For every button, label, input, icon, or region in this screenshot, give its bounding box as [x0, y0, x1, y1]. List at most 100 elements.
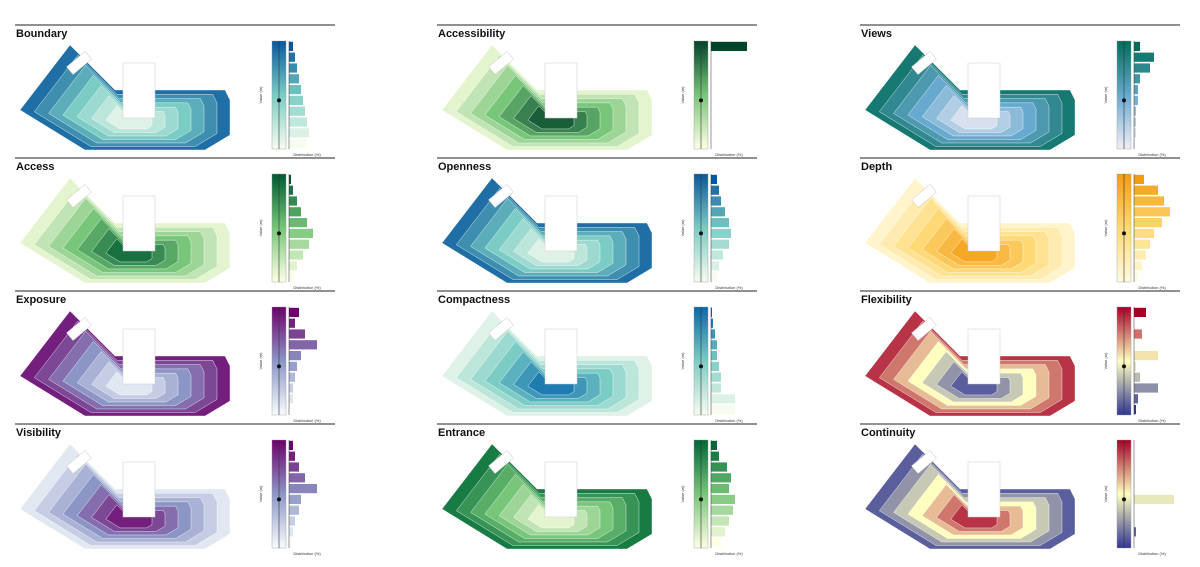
x-axis-label: Distribution (%) — [1138, 285, 1166, 290]
distribution-bar — [711, 351, 717, 361]
distribution-bar — [711, 484, 729, 494]
panel: Access Value (m) Distribution (%) — [15, 157, 335, 290]
panel: Boundary Value (m) Distribution (%) — [15, 24, 335, 157]
panel-title: Visibility — [16, 427, 62, 439]
distribution-bar — [289, 85, 301, 95]
entrance-block — [66, 317, 92, 341]
distribution-bar — [1134, 405, 1136, 415]
x-axis-label: Distribution (%) — [293, 285, 321, 290]
entrance-block — [66, 51, 92, 75]
y-axis-label: Value (m) — [680, 219, 685, 237]
distribution-bar — [711, 307, 712, 317]
mean-marker — [1122, 364, 1126, 369]
x-axis-label: Distribution (%) — [1138, 152, 1166, 157]
distribution-bar — [289, 329, 305, 339]
distribution-bar — [289, 527, 293, 537]
panel: Views Value (m) Distribution (%) — [860, 24, 1180, 157]
building — [544, 461, 578, 518]
entrance-block — [66, 184, 92, 208]
distribution-bar — [711, 41, 747, 51]
distribution-bar — [711, 505, 733, 515]
panel: Exposure Value (m) Distribution (%) — [15, 290, 335, 423]
distribution-bar — [289, 106, 305, 116]
y-axis-label: Value (m) — [258, 352, 263, 370]
entrance-block — [488, 51, 514, 75]
distribution-bar — [289, 516, 295, 526]
distribution-bar — [711, 473, 731, 483]
mean-marker — [1122, 497, 1126, 502]
distribution-bar — [1134, 307, 1146, 317]
distribution-bar — [1134, 85, 1138, 95]
distribution-bar — [289, 383, 293, 393]
x-axis-label: Distribution (%) — [293, 418, 321, 423]
distribution-bar — [1134, 261, 1142, 271]
distribution-bar — [289, 185, 293, 195]
panel: Openness Value (m) Distribution (%) — [437, 157, 757, 290]
panel: Continuity Value (m) Distribution (%) — [860, 423, 1180, 556]
distribution-bar — [711, 451, 719, 461]
distribution-bar — [289, 340, 317, 350]
distribution-bar — [1134, 41, 1140, 51]
y-axis-label: Value (m) — [258, 485, 263, 503]
panel: Flexibility Value (m) Distribution (%) — [860, 290, 1180, 423]
x-axis-label: Distribution (%) — [1138, 551, 1166, 556]
panel-title: Compactness — [438, 294, 510, 306]
distribution-bar — [1134, 239, 1150, 249]
panel: Visibility Value (m) Distribution (%) — [15, 423, 335, 556]
distribution-bar — [711, 340, 717, 350]
distribution-bar — [289, 239, 309, 249]
entrance-block — [488, 450, 514, 474]
distribution-bar — [1134, 95, 1138, 105]
distribution-bar — [289, 307, 299, 317]
entrance-block — [488, 317, 514, 341]
distribution-bar — [1134, 207, 1170, 217]
building — [967, 62, 1001, 119]
distribution-bar — [711, 174, 717, 184]
entrance-block — [488, 184, 514, 208]
distribution-bar — [1134, 128, 1136, 138]
mean-marker — [699, 98, 703, 103]
distribution-bar — [1134, 218, 1162, 228]
distribution-bar — [711, 538, 721, 548]
distribution-bar — [711, 394, 735, 404]
building — [544, 195, 578, 252]
distribution-bar — [289, 41, 293, 51]
building — [122, 328, 156, 385]
distribution-bar — [1134, 383, 1158, 393]
distribution-bar — [1134, 361, 1136, 371]
distribution-bar — [289, 462, 299, 472]
mean-marker — [1122, 231, 1126, 236]
building — [122, 195, 156, 252]
entrance-block — [911, 450, 937, 474]
distribution-bar — [711, 218, 729, 228]
y-axis-label: Value (m) — [258, 219, 263, 237]
panel-title: Access — [16, 161, 55, 173]
distribution-bar — [711, 440, 717, 450]
distribution-bar — [1134, 329, 1142, 339]
distribution-bar — [1134, 250, 1146, 260]
distribution-bar — [289, 440, 293, 450]
distribution-bar — [289, 174, 291, 184]
mean-marker — [699, 231, 703, 236]
building — [967, 461, 1001, 518]
distribution-bar — [289, 228, 313, 238]
distribution-bar — [711, 516, 729, 526]
building — [544, 62, 578, 119]
distribution-bar — [711, 261, 719, 271]
panel-title: Flexibility — [861, 294, 913, 306]
mean-marker — [1122, 98, 1126, 103]
entrance-block — [911, 51, 937, 75]
distribution-bar — [289, 63, 297, 73]
x-axis-label: Distribution (%) — [715, 152, 743, 157]
distribution-bar — [711, 185, 719, 195]
distribution-bar — [289, 505, 299, 515]
building — [544, 328, 578, 385]
distribution-bar — [711, 383, 721, 393]
distribution-bar — [289, 494, 301, 504]
distribution-bar — [1134, 174, 1144, 184]
building — [967, 328, 1001, 385]
entrance-block — [66, 450, 92, 474]
distribution-bar — [1134, 527, 1136, 537]
distribution-bar — [1134, 394, 1138, 404]
distribution-bar — [289, 272, 293, 282]
